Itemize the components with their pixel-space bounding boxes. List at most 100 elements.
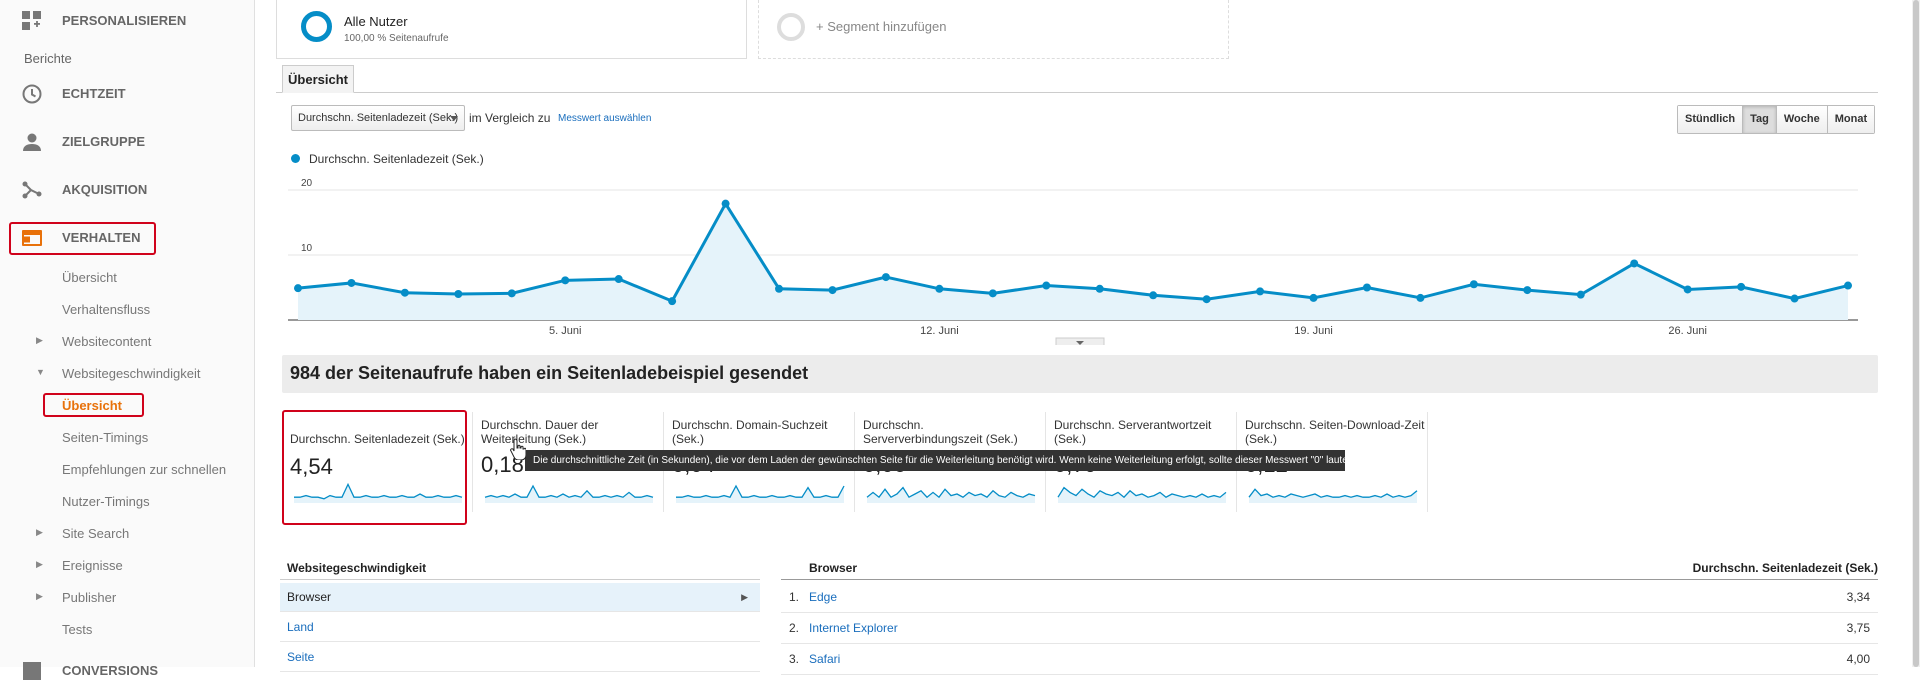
data-point <box>400 288 409 297</box>
highlight-metric-load-time <box>282 410 467 525</box>
nav-site-search[interactable]: ▶ Site Search <box>36 526 129 541</box>
nav-conversions[interactable]: CONVERSIONS <box>0 646 255 694</box>
metric-value: 4,54 <box>290 454 333 479</box>
nav-zielgruppe[interactable]: ZIELGRUPPE <box>0 117 255 165</box>
nav-zielgruppe-label: ZIELGRUPPE <box>62 133 146 149</box>
nav-websitegeschwindigkeit-label: Websitegeschwindigkeit <box>62 366 201 381</box>
nav-echtzeit[interactable]: ECHTZEIT <box>0 69 255 117</box>
metric-select[interactable]: Durchschn. Seitenladezeit (Sek.) <box>291 105 465 131</box>
sparkline <box>1057 486 1227 503</box>
data-point <box>1683 285 1692 294</box>
row-name-link[interactable]: Internet Explorer <box>809 621 898 635</box>
nav-ws-uebersicht[interactable]: Übersicht <box>62 398 122 413</box>
data-point <box>561 276 570 285</box>
nav-websitecontent[interactable]: ▶ Websitecontent <box>36 334 151 349</box>
metric-card[interactable]: Durchschn. Serverantwortzeit (Sek.)0,79 <box>1046 412 1237 512</box>
sparkline-area <box>294 484 462 503</box>
row-number: 2. <box>789 621 800 635</box>
left-table-divider <box>280 579 760 580</box>
left-table-row-browser[interactable]: Browser ▶ <box>280 583 760 612</box>
add-segment-box[interactable]: + Segment hinzufügen <box>758 0 1229 59</box>
tab-bar <box>276 92 1878 93</box>
row-value: 4,00 <box>1846 652 1870 666</box>
left-table-row-seite[interactable]: Seite <box>280 643 760 672</box>
segment-title: Alle Nutzer <box>344 14 408 29</box>
nav-conversions-label: CONVERSIONS <box>62 662 159 678</box>
nav-personalisieren-label: PERSONALISIEREN <box>62 12 187 28</box>
nav-personalisieren[interactable]: PERSONALISIEREN <box>0 0 255 44</box>
metric-card[interactable]: Durchschn. Seitenladezeit (Sek.) 4,54 <box>282 412 473 512</box>
y-tick-label: 20 <box>301 178 313 189</box>
granularity-week[interactable]: Woche <box>1776 106 1828 133</box>
nav-seiten-timings[interactable]: Seiten-Timings <box>62 430 149 445</box>
nav-sub-uebersicht[interactable]: Übersicht <box>62 270 117 285</box>
data-point <box>1095 284 1104 293</box>
nav-publisher[interactable]: ▶ Publisher <box>36 590 116 605</box>
nav-echtzeit-label: ECHTZEIT <box>62 85 126 101</box>
row-value: 3,34 <box>1846 590 1870 604</box>
person-icon <box>23 133 41 151</box>
granularity-month[interactable]: Monat <box>1827 106 1875 133</box>
data-point <box>1576 290 1585 299</box>
right-table-divider <box>781 579 1878 580</box>
chevron-right-icon: ▶ <box>36 559 43 569</box>
nav-akquisition[interactable]: AKQUISITION <box>0 165 255 213</box>
nav-verhaltensfluss[interactable]: Verhaltensfluss <box>62 302 151 317</box>
compare-text: im Vergleich zu <box>469 111 551 125</box>
granularity-day[interactable]: Tag <box>1743 106 1777 133</box>
chevron-right-icon: ▶ <box>36 591 43 601</box>
sparkline-line <box>866 486 1036 499</box>
sparkline <box>676 484 845 503</box>
tab-uebersicht[interactable]: Übersicht <box>282 65 354 93</box>
data-point <box>1469 280 1478 289</box>
compare-metric-link[interactable]: Messwert auswählen <box>558 113 652 124</box>
metric-card[interactable]: Durchschn. Dauer der Weiterleitung (Sek.… <box>473 412 664 512</box>
metric-label: Durchschn. Serverantwortzeit (Sek.) <box>1054 418 1212 446</box>
right-table-row[interactable]: 2. Internet Explorer 3,75 <box>781 613 1878 644</box>
page-scrollbar-thumb[interactable] <box>1913 0 1919 667</box>
data-point <box>1844 281 1852 290</box>
chevron-down-icon <box>1076 341 1084 345</box>
nav-ereignisse[interactable]: ▶ Ereignisse <box>36 558 123 573</box>
nav-tests[interactable]: Tests <box>62 622 93 637</box>
legend-dot <box>291 154 300 163</box>
segment-subtitle: 100,00 % Seitenaufrufe <box>344 33 449 44</box>
chevron-right-icon: ▶ <box>36 527 43 537</box>
cursor-hand-icon <box>510 438 526 460</box>
sparkline-line <box>294 482 463 500</box>
acquisition-icon <box>22 181 42 199</box>
granularity-buttons: Stündlich Tag Woche Monat <box>1677 105 1876 134</box>
sparkline-line <box>484 484 654 498</box>
nav-websitegeschwindigkeit[interactable]: ▼ Websitegeschwindigkeit <box>36 366 201 381</box>
data-point <box>1523 286 1532 295</box>
left-table-row-land[interactable]: Land <box>280 613 760 642</box>
sparkline-area <box>1249 489 1417 503</box>
nav-empfehlungen[interactable]: Empfehlungen zur schnellen <box>62 462 227 477</box>
granularity-hourly[interactable]: Stündlich <box>1678 106 1744 133</box>
row-name-link[interactable]: Edge <box>809 590 838 604</box>
right-table-row[interactable]: 3. Safari 4,00 <box>781 644 1878 675</box>
sparkline-line <box>1248 488 1418 498</box>
metric-label: Durchschn. Seitenladezeit (Sek.) <box>290 432 465 446</box>
nav-verhalten[interactable]: VERHALTEN <box>0 213 255 261</box>
segment-alle-nutzer[interactable]: Alle Nutzer 100,00 % Seitenaufrufe <box>276 0 747 59</box>
data-point <box>1737 282 1746 291</box>
nav-nutzer-timings[interactable]: Nutzer-Timings <box>62 494 150 509</box>
y-tick-label: 10 <box>301 243 313 254</box>
highlight-verhalten <box>9 222 156 255</box>
metric-label: Durchschn. Domain-Suchzeit (Sek.) <box>672 418 828 446</box>
legend-label: Durchschn. Seitenladezeit (Sek.) <box>309 152 484 166</box>
data-point <box>1202 295 1211 304</box>
nav-akquisition-label: AKQUISITION <box>62 181 148 197</box>
left-table-header: Websitegeschwindigkeit <box>287 561 427 575</box>
x-tick-label: 26. Juni <box>1668 325 1707 337</box>
chevron-down-icon: ▼ <box>36 367 45 377</box>
data-point <box>1790 294 1799 303</box>
sparkline-area <box>485 486 653 503</box>
metric-label: Durchschn. Serververbindungszeit (Sek.) <box>863 418 1018 446</box>
data-point <box>775 284 784 293</box>
right-table-row[interactable]: 1. Edge 3,34 <box>781 582 1878 613</box>
row-name-link[interactable]: Safari <box>809 652 841 666</box>
line-chart: 10 20 5. Juni 12. Juni 19. Juni 26. Juni <box>288 178 1858 345</box>
segment-placeholder-icon <box>777 13 805 41</box>
